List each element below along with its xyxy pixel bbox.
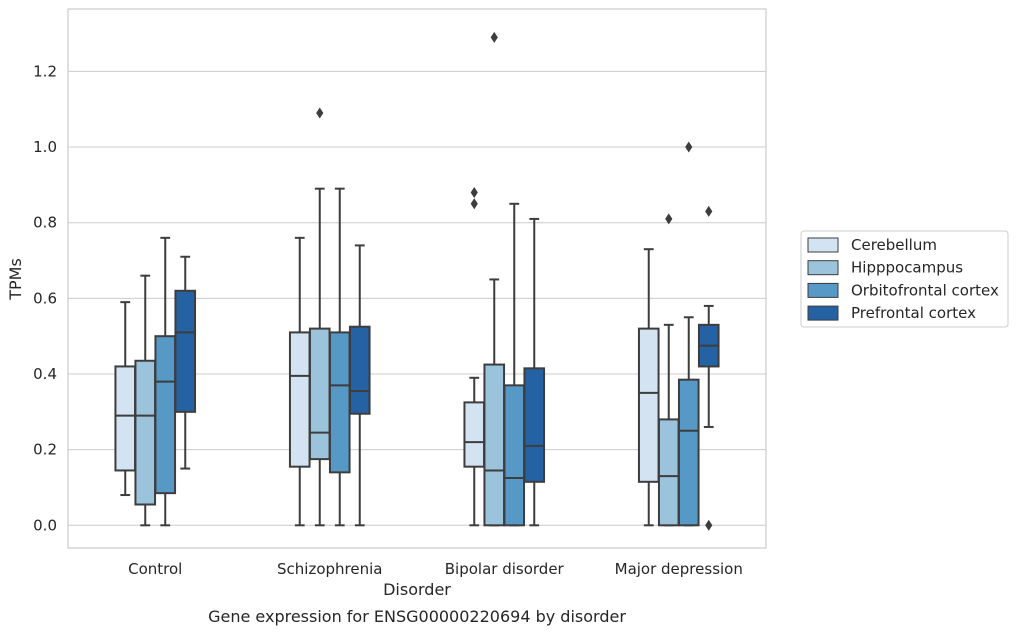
legend-label: Prefrontal cortex	[851, 304, 976, 322]
x-tick-labels: Control Schizophrenia Bipolar disorder Majo…	[128, 560, 743, 578]
box	[677, 141, 700, 527]
box-iqr	[657, 418, 680, 527]
legend: Cerebellum Hipppocampus Orbitofrontal cort…	[800, 230, 1009, 328]
box-iqr	[463, 401, 486, 468]
box	[174, 255, 197, 470]
box-iqr	[154, 335, 177, 495]
box-iqr	[483, 363, 506, 527]
y-axis-label: TPMs	[6, 258, 25, 301]
plot-frame	[67, 8, 767, 549]
y-tick-label: 0.8	[33, 214, 57, 232]
box	[348, 244, 371, 527]
legend-frame	[800, 230, 1009, 328]
y-tick-label: 0.0	[33, 516, 57, 534]
outlier-point	[705, 205, 713, 217]
box	[697, 205, 720, 531]
box-iqr	[503, 384, 526, 527]
box-iqr	[288, 331, 311, 468]
x-tick-label: Schizophrenia	[277, 560, 382, 578]
box-iqr	[328, 331, 351, 474]
box	[483, 31, 506, 527]
y-tick-label: 0.4	[33, 365, 57, 383]
box-iqr	[114, 365, 137, 472]
box-iqr	[174, 289, 197, 413]
box	[114, 301, 137, 497]
box	[154, 236, 177, 527]
y-tick-label: 0.2	[33, 441, 57, 459]
box-iqr	[523, 367, 546, 483]
legend-swatch	[807, 282, 839, 298]
legend-label: Cerebellum	[851, 236, 937, 254]
outlier-point	[470, 186, 478, 198]
y-tick-label: 0.6	[33, 289, 57, 307]
outlier-point	[490, 31, 498, 43]
outlier-point	[685, 141, 693, 153]
x-tick-label: Major depression	[615, 560, 743, 578]
legend-swatch	[807, 237, 839, 253]
box	[657, 213, 680, 527]
box	[503, 202, 526, 527]
box	[288, 236, 311, 527]
outlier-point	[470, 198, 478, 210]
y-tick-label: 1.2	[33, 62, 57, 80]
box-iqr	[637, 327, 660, 483]
box-plots	[114, 31, 720, 531]
box-iqr	[134, 359, 157, 506]
box-iqr	[677, 378, 700, 527]
box	[637, 248, 660, 527]
legend-label: Hipppocampus	[851, 259, 963, 277]
box-iqr	[348, 325, 371, 415]
legend-swatch	[807, 260, 839, 276]
outlier-point	[316, 107, 324, 119]
y-tick-label: 1.0	[33, 138, 57, 156]
box-iqr	[308, 327, 331, 461]
x-tick-label: Control	[128, 560, 182, 578]
legend-swatch	[807, 305, 839, 321]
outlier-point	[665, 213, 673, 225]
legend-label: Orbitofrontal cortex	[851, 281, 999, 299]
box	[308, 107, 331, 527]
box	[328, 187, 351, 527]
x-tick-label: Bipolar disorder	[445, 560, 565, 578]
outlier-point	[705, 519, 713, 531]
box	[523, 217, 546, 527]
box	[463, 186, 486, 527]
box	[134, 274, 157, 527]
y-tick-labels: 0.0 0.2 0.4 0.6 0.8 1.0 1.2	[33, 62, 57, 534]
x-axis-label: Disorder	[383, 580, 451, 599]
chart-caption: Gene expression for ENSG00000220694 by d…	[208, 607, 626, 626]
